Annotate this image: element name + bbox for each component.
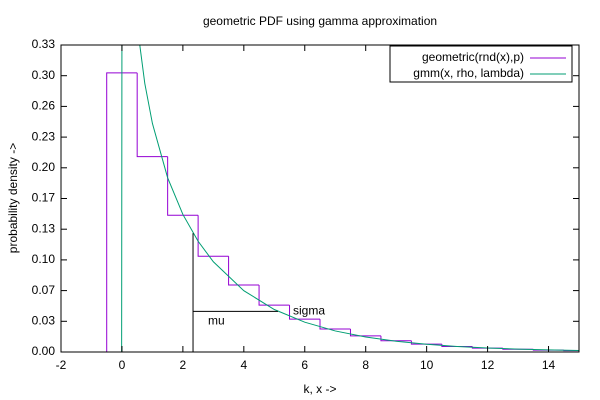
step [380, 335, 412, 342]
y-tick-label: 0.26 [32, 99, 56, 113]
x-tick-label: 2 [180, 358, 187, 372]
step [349, 329, 381, 337]
step [136, 72, 168, 158]
step [319, 319, 351, 330]
y-tick-label: 0.20 [32, 160, 56, 174]
step [289, 305, 320, 320]
step [410, 340, 442, 345]
x-tick-label: 0 [119, 358, 126, 372]
y-tick-label: 0.17 [32, 191, 56, 205]
step [197, 215, 229, 257]
legend-label: gmm(x, rho, lambda) [413, 66, 524, 80]
step [228, 256, 260, 286]
y-tick-label: 0.23 [32, 129, 56, 143]
x-tick-label: 10 [420, 358, 434, 372]
step [106, 72, 138, 352]
legend-label: geometric(rnd(x),p) [422, 50, 524, 64]
x-axis-label: k, x -> [303, 382, 336, 396]
y-tick-label: 0.33 [32, 37, 56, 51]
curve [61, 45, 579, 352]
x-tick-label: -2 [56, 358, 67, 372]
y-axis-label: probability density -> [6, 143, 20, 253]
y-tick-label: 0.13 [32, 221, 56, 235]
y-tick-label: 0.30 [32, 68, 56, 82]
y-tick-label: 0.10 [32, 252, 56, 266]
x-tick-label: 8 [362, 358, 369, 372]
x-tick-label: 14 [542, 358, 556, 372]
plot-area [61, 45, 579, 352]
chart-title: geometric PDF using gamma approximation [203, 14, 437, 28]
y-tick-label: 0.07 [32, 283, 56, 297]
y-tick-label: 0.00 [32, 344, 56, 358]
legend-box [389, 45, 573, 83]
y-tick-label: 0.03 [32, 313, 56, 327]
x-tick-label: 4 [240, 358, 247, 372]
step [258, 284, 290, 306]
step [167, 156, 199, 216]
x-tick-label: 12 [481, 358, 495, 372]
x-tick-label: 6 [301, 358, 308, 372]
mu-label: mu [208, 314, 225, 328]
sigma-label: sigma [293, 304, 325, 318]
